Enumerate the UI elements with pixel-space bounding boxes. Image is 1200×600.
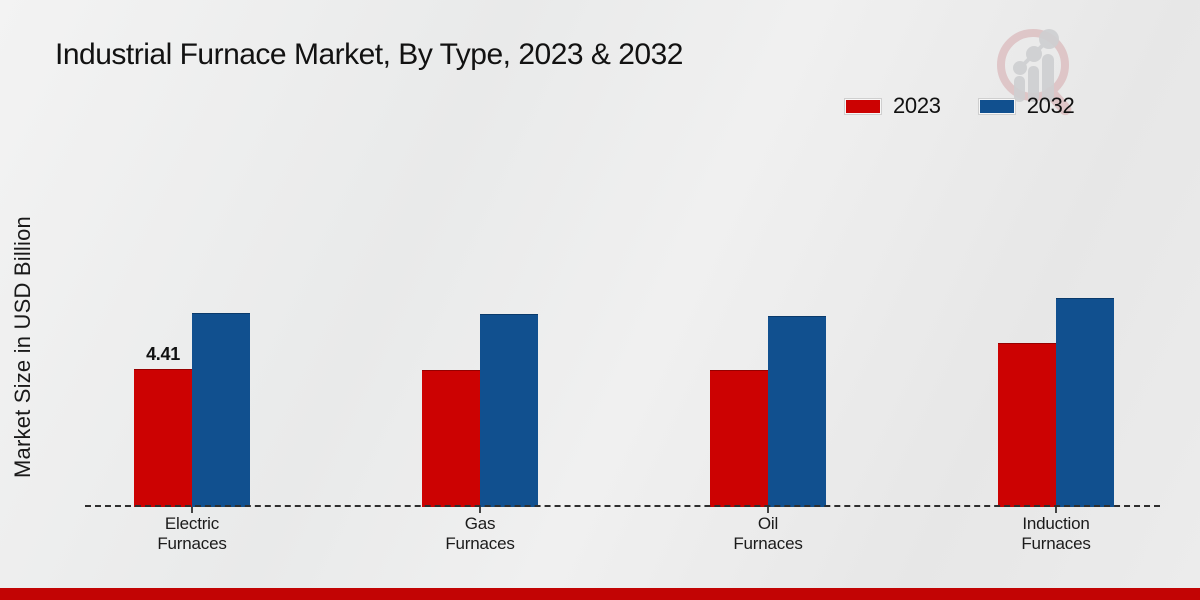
legend: 2023 2032 bbox=[844, 93, 1075, 119]
category-label-oil-furnaces: Oil Furnaces bbox=[733, 514, 803, 553]
legend-label-2023: 2023 bbox=[893, 93, 941, 118]
bar-2023-oil-furnaces bbox=[710, 370, 768, 507]
x-axis-tick-gas-furnaces bbox=[479, 507, 481, 513]
chart-title: Industrial Furnace Market, By Type, 2023… bbox=[55, 38, 683, 71]
legend-swatch-2023 bbox=[844, 97, 882, 115]
category-label-electric-furnaces: Electric Furnaces bbox=[157, 514, 227, 553]
market-research-magnifier-bars-logo-watermark bbox=[997, 29, 1072, 116]
footer-accent-bar bbox=[0, 588, 1200, 600]
bar-2023-electric-furnaces bbox=[134, 369, 192, 507]
x-axis-tick-induction-furnaces bbox=[1055, 507, 1057, 513]
legend-label-2032: 2032 bbox=[1026, 93, 1075, 118]
bar-2032-induction-furnaces bbox=[1056, 298, 1114, 507]
category-label-induction-furnaces: Induction Furnaces bbox=[1021, 514, 1091, 553]
bar-2032-oil-furnaces bbox=[768, 316, 826, 507]
legend-item-2032: 2032 bbox=[977, 93, 1075, 119]
category-label-gas-furnaces: Gas Furnaces bbox=[445, 514, 515, 553]
bar-2023-gas-furnaces bbox=[422, 370, 480, 507]
legend-swatch-2032 bbox=[977, 97, 1016, 115]
bar-value-label-2023-electric-furnaces: 4.41 bbox=[146, 344, 180, 364]
x-axis-baseline bbox=[85, 505, 1160, 507]
bar-2023-induction-furnaces bbox=[998, 343, 1056, 507]
x-axis-tick-electric-furnaces bbox=[191, 507, 193, 513]
bar-2032-gas-furnaces bbox=[480, 314, 538, 507]
x-axis-tick-oil-furnaces bbox=[767, 507, 769, 513]
bar-2032-electric-furnaces bbox=[192, 313, 250, 507]
legend-item-2023: 2023 bbox=[844, 93, 941, 119]
